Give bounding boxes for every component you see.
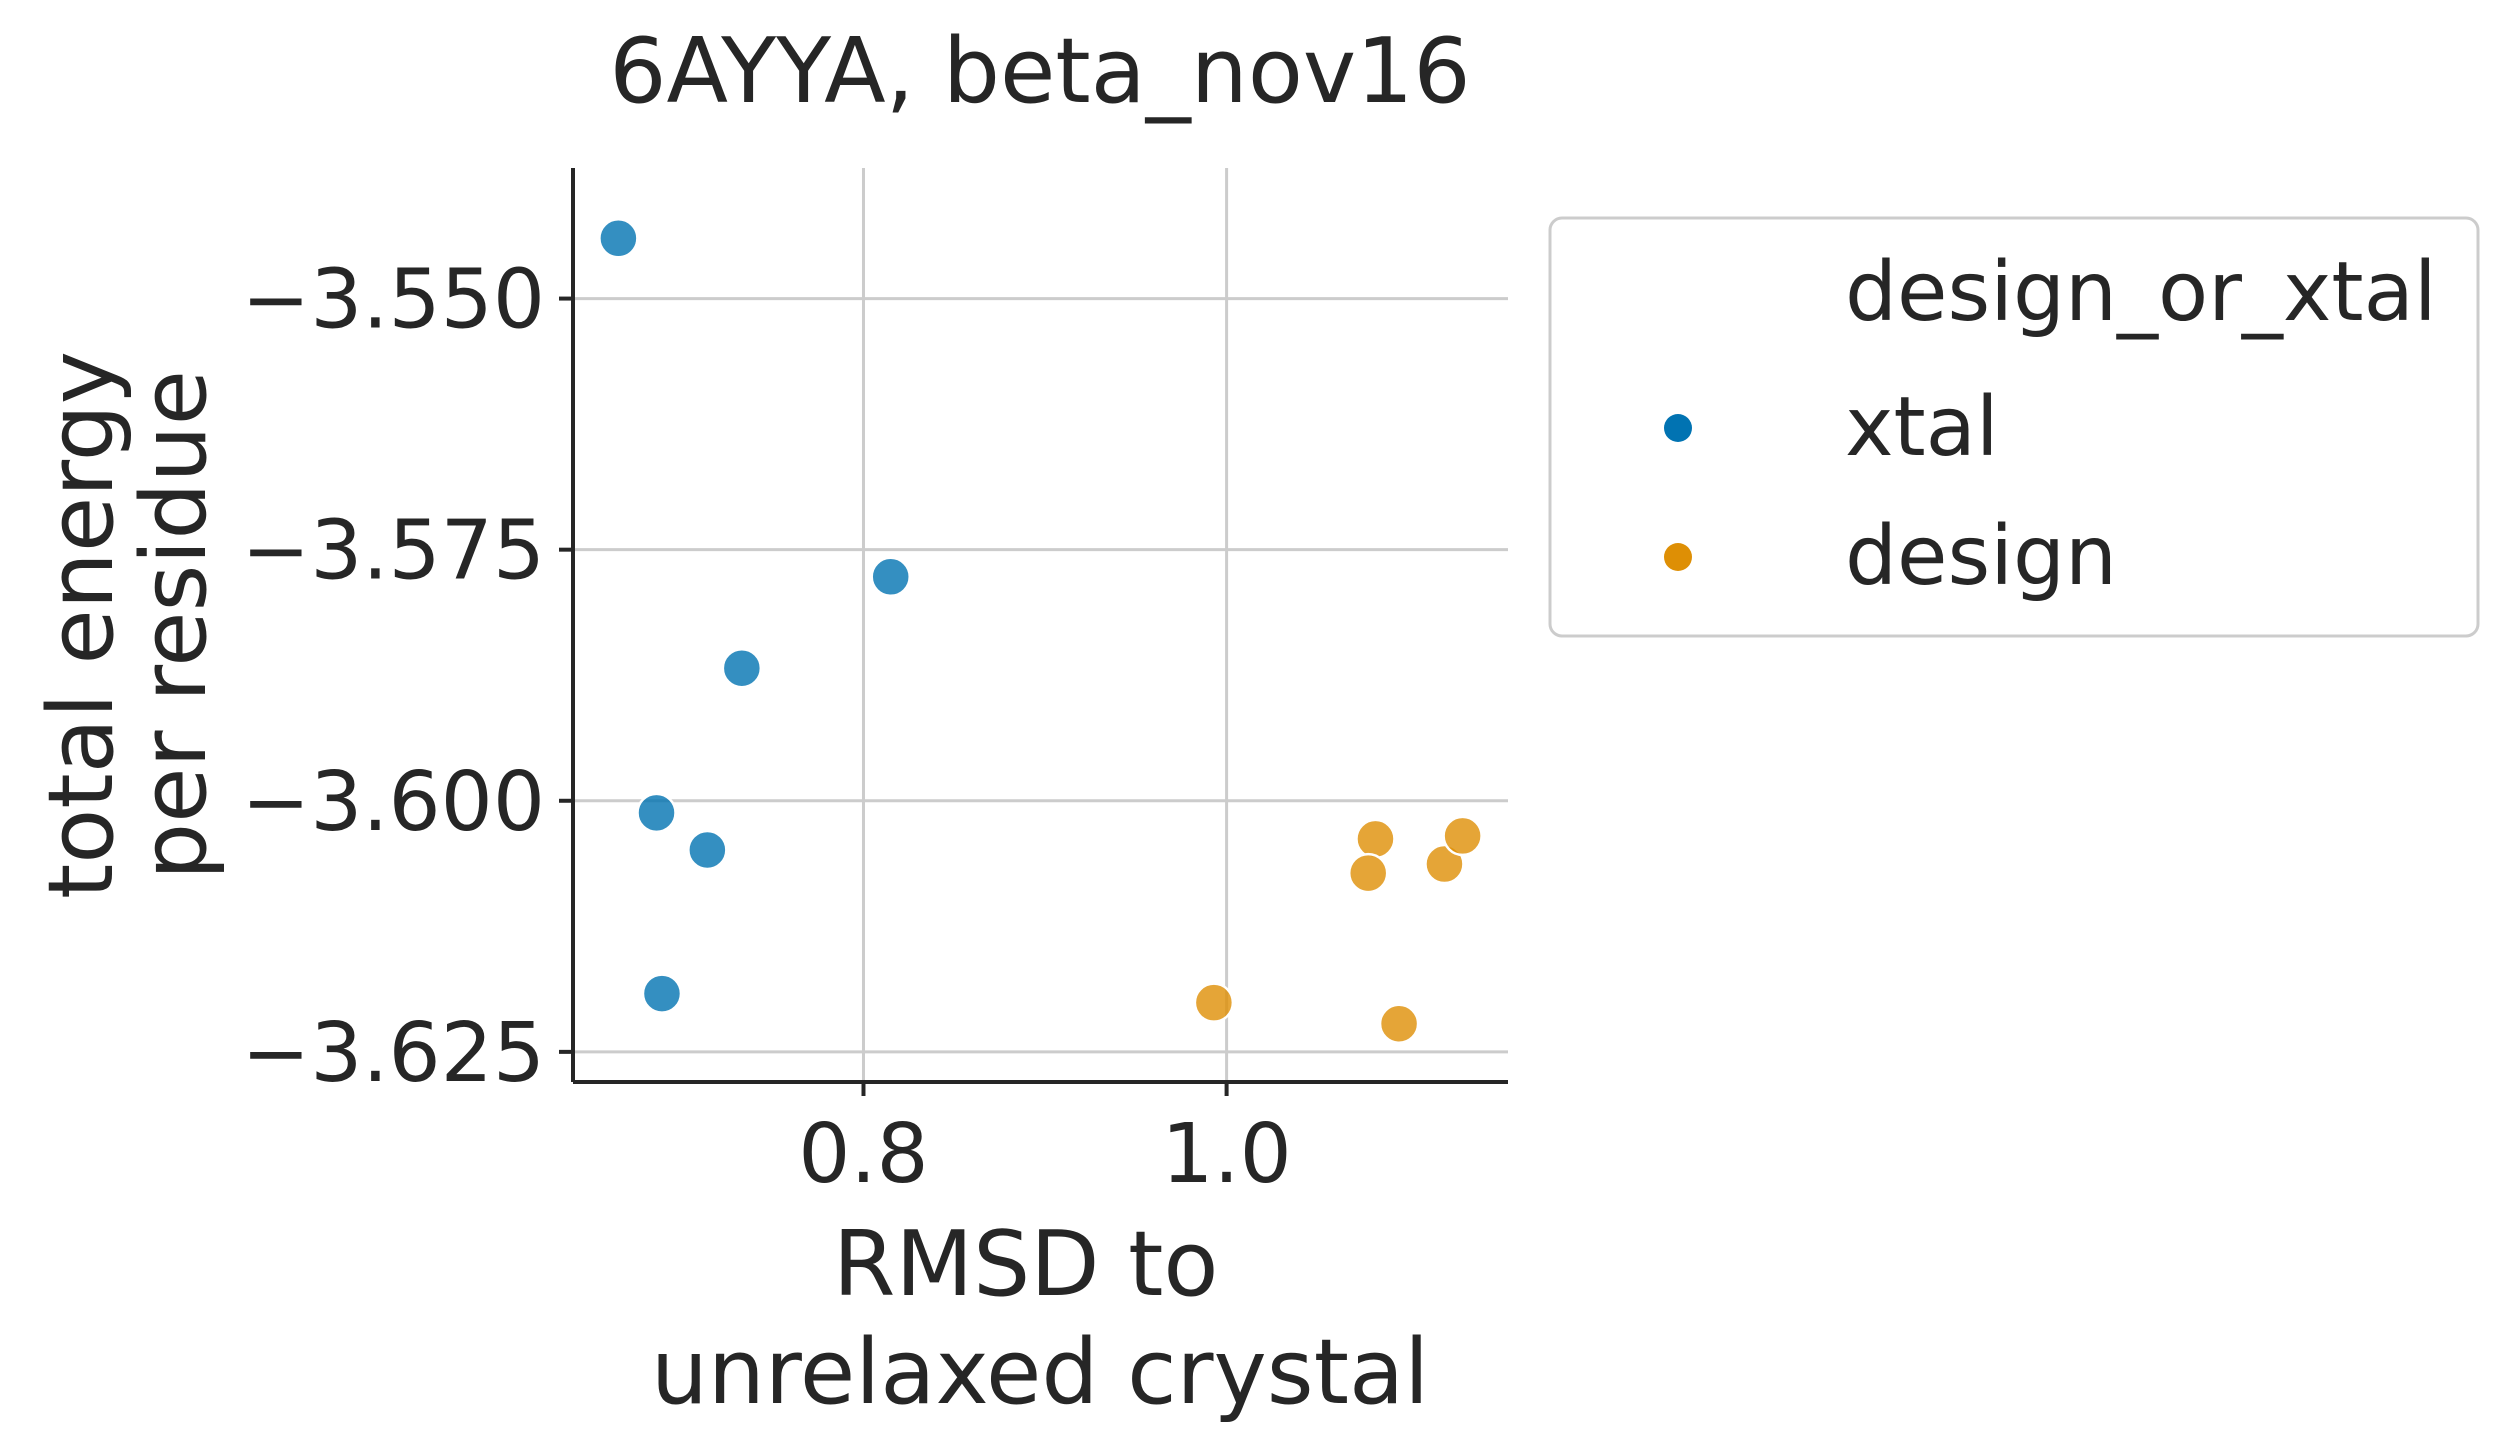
- x-tick-label: 1.0: [1161, 1107, 1291, 1202]
- data-point-design: [1355, 818, 1396, 860]
- x-tick-label: 0.8: [798, 1107, 928, 1202]
- legend-frame: [1548, 216, 2480, 638]
- y-tick-label: −3.575: [242, 504, 545, 599]
- x-axis-label: RMSD to unrelaxed crystal: [651, 1212, 1429, 1425]
- legend-label-design: design: [1845, 509, 2117, 604]
- data-point-xtal: [636, 792, 677, 834]
- x-axis-label-line-2: unrelaxed crystal: [651, 1320, 1429, 1425]
- legend-marker-design: [1664, 543, 1692, 571]
- data-points: [598, 218, 1483, 1044]
- axis-ticks: −3.550 −3.575 −3.600 −3.625 0.8 1.0: [242, 253, 1292, 1202]
- data-point-design: [1424, 843, 1465, 885]
- y-tick-label: −3.600: [242, 755, 545, 850]
- data-point-design: [1378, 1003, 1420, 1044]
- data-point-xtal: [687, 829, 728, 871]
- y-axis-label-line-1: total energy: [29, 351, 134, 899]
- y-tick-label: −3.625: [242, 1006, 545, 1101]
- data-point-xtal: [721, 647, 763, 689]
- chart-title: 6AYYA, beta_nov16: [609, 19, 1470, 124]
- data-point-design: [1193, 982, 1235, 1023]
- gridlines: [573, 168, 1508, 1082]
- data-point-design: [1347, 852, 1389, 894]
- data-point-xtal: [870, 556, 911, 598]
- legend-marker-xtal: [1664, 414, 1692, 442]
- data-point-xtal: [598, 218, 639, 259]
- legend: design_or_xtal xtal design: [1548, 216, 2480, 638]
- x-axis-label-line-1: RMSD to: [833, 1212, 1219, 1317]
- y-tick-label: −3.550: [242, 253, 545, 348]
- legend-label-xtal: xtal: [1845, 380, 1999, 475]
- data-point-xtal: [641, 973, 683, 1014]
- legend-title: design_or_xtal: [1845, 245, 2437, 340]
- data-point-design: [1442, 815, 1483, 857]
- y-axis-label-line-2: per residue: [122, 370, 227, 880]
